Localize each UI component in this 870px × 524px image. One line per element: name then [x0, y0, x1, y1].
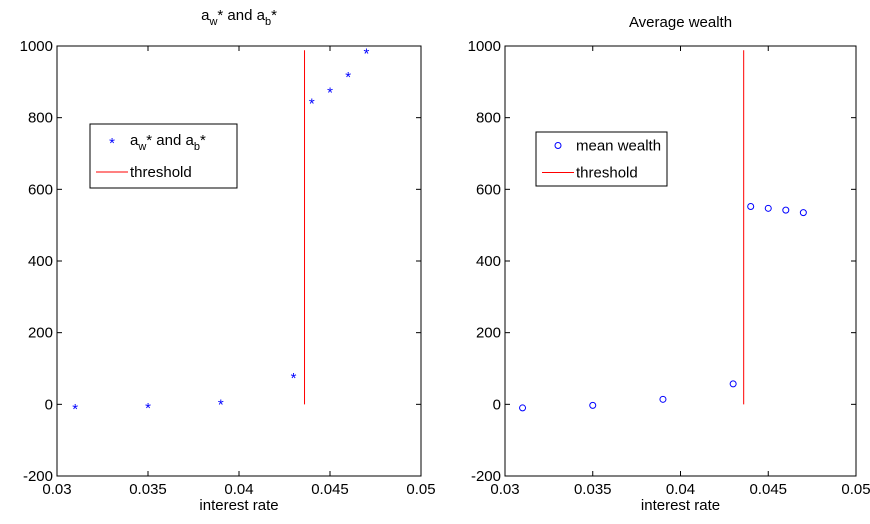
y-tick-label: 600: [28, 181, 53, 198]
legend-marker: [554, 142, 562, 149]
data-point: [519, 404, 527, 412]
y-tick-label: 400: [28, 253, 53, 270]
legend-marker: *: [109, 135, 115, 152]
data-point: *: [327, 85, 333, 102]
data-point: [764, 204, 772, 212]
y-tick-label: -200: [471, 468, 501, 485]
x-tick-label: 0.035: [574, 481, 612, 498]
x-tick-label: 0.045: [749, 481, 787, 498]
y-tick-label: 600: [476, 181, 501, 198]
y-tick-label: 800: [476, 110, 501, 127]
data-point: *: [291, 370, 297, 387]
y-tick-label: 200: [476, 325, 501, 342]
legend: mean wealth threshold: [535, 131, 668, 187]
legend-label-part: * and a: [146, 132, 194, 149]
legend-label: mean wealth: [576, 138, 661, 155]
x-tick-label: 0.05: [406, 481, 435, 498]
title-part: * and a: [217, 7, 265, 24]
data-point: [729, 380, 737, 388]
y-tick-label: 0: [493, 396, 501, 413]
legend-label: threshold: [576, 165, 638, 182]
legend-box: [535, 131, 668, 187]
data-point: *: [345, 69, 351, 86]
x-tick-label: 0.04: [666, 481, 695, 498]
y-tick-label: 0: [45, 396, 53, 413]
data-point: [589, 401, 597, 409]
title-part: w: [208, 16, 217, 28]
axes-box: [56, 45, 422, 477]
title-part: b: [265, 16, 271, 28]
x-tick-label: 0.03: [42, 481, 71, 498]
data-point: *: [363, 45, 369, 62]
x-tick-label: 0.05: [841, 481, 870, 498]
legend-label: threshold: [130, 164, 192, 181]
data-point: *: [72, 401, 78, 418]
legend-label-part: *: [200, 132, 206, 149]
title-part: *: [271, 7, 277, 24]
legend-label-part: b: [194, 141, 200, 153]
x-tick-label: 0.035: [129, 481, 167, 498]
x-tick-label: 0.04: [224, 481, 253, 498]
legend: * aw* and ab*threshold: [89, 123, 238, 189]
x-tick-label: 0.03: [490, 481, 519, 498]
plot-title: Average wealth: [629, 14, 732, 31]
title-part: a: [201, 7, 210, 24]
y-tick-label: 1000: [20, 38, 53, 55]
data-point: [747, 203, 755, 211]
legend-label: aw* and ab*: [130, 132, 206, 153]
legend-label-part: w: [137, 141, 146, 153]
data-point: [659, 395, 667, 403]
data-point: [782, 206, 790, 214]
y-tick-label: 200: [28, 325, 53, 342]
y-tick-label: -200: [23, 468, 53, 485]
plot-panel-1: 0.03 0.035 0.04 0.045 0.05 -200 0 200 400 600 800 1…: [20, 7, 436, 514]
axes-box: [504, 45, 857, 477]
legend-label-part: a: [130, 132, 139, 149]
legend-box: [89, 123, 238, 189]
y-tick-label: 800: [28, 110, 53, 127]
y-tick-label: 400: [476, 253, 501, 270]
plot-panel-2: 0.03 0.035 0.04 0.045 0.05 -200 0 200 400 600 800 1…: [468, 14, 870, 514]
x-axis-label: interest rate: [641, 497, 720, 514]
data-point: *: [145, 400, 151, 417]
data-point: [799, 209, 807, 217]
x-tick-label: 0.045: [311, 481, 349, 498]
data-point: *: [309, 95, 315, 112]
x-axis-label: interest rate: [199, 497, 278, 514]
y-tick-label: 1000: [468, 38, 501, 55]
data-point: *: [218, 396, 224, 413]
plot-title: aw* and ab*: [201, 7, 277, 28]
